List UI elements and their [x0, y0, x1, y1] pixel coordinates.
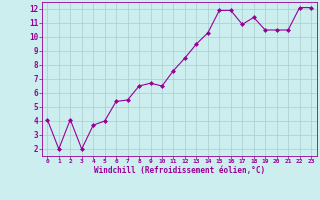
X-axis label: Windchill (Refroidissement éolien,°C): Windchill (Refroidissement éolien,°C) — [94, 166, 265, 175]
